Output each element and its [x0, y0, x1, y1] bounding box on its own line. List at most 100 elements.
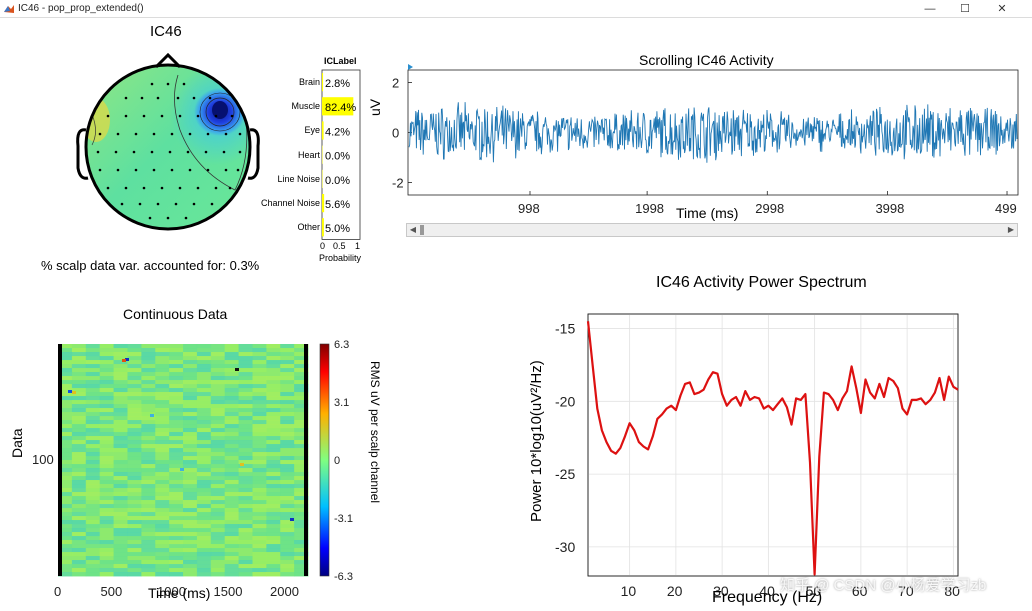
electrode-dot — [132, 150, 136, 154]
electrode-dot — [124, 186, 128, 190]
electrode-dot — [206, 168, 210, 172]
activity-xtick: 3998 — [875, 201, 904, 216]
activity-marker-icon — [408, 64, 413, 70]
electrode-dot — [222, 150, 226, 154]
continuous-heatmap: 0 500 1000 1500 2000 100 6.3 3.1 0 -3.1 -6.3 — [32, 339, 353, 598]
spectrum-xtick: 20 — [667, 583, 683, 599]
electrode-dot — [148, 216, 152, 220]
scroll-right-arrow-icon[interactable]: ▶ — [1007, 225, 1015, 234]
continuous-title: Continuous Data — [123, 306, 228, 322]
electrode-dot — [160, 114, 164, 118]
iclabel-percent: 5.0% — [325, 223, 350, 235]
close-button[interactable]: ✕ — [997, 3, 1007, 15]
electrode-dot — [188, 168, 192, 172]
iclabel-class-line-noise: Line Noise — [277, 173, 320, 184]
iclabel-xtick-1: 0.5 — [333, 241, 346, 251]
electrode-dot — [170, 132, 174, 136]
electrode-dot — [192, 202, 196, 206]
heatmap-spot — [122, 359, 126, 362]
iclabel-xtick-2: 1 — [355, 241, 361, 251]
minimize-button[interactable]: — — [924, 3, 936, 15]
iclabel-probability-chart: 2.8% 82.4% 4.2% 0.0% 0.0% 5.6% 5.0% — [321, 69, 361, 240]
spectrum-ytick: -25 — [555, 466, 575, 482]
electrode-dot — [134, 168, 138, 172]
spectrum-ytick: -20 — [555, 393, 575, 409]
colorbar-tick: 3.1 — [334, 397, 349, 409]
spectrum-xtick: 10 — [621, 583, 637, 599]
colorbar-tick: 0 — [334, 455, 340, 467]
activity-chart: 2 0 -2 998 1998 2998 3998 499 — [392, 64, 1019, 216]
topomap-field — [86, 65, 250, 229]
left-ear — [76, 128, 89, 180]
iclabel-bar — [322, 97, 354, 116]
heatmap-spot — [68, 390, 72, 393]
iclabel-percent: 0.0% — [325, 175, 350, 187]
electrode-dot — [116, 132, 120, 136]
electrode-dot — [152, 132, 156, 136]
heatmap-spot — [290, 518, 294, 521]
iclabel-xlabel: Probability — [319, 253, 362, 263]
electrode-dot — [140, 96, 144, 100]
continuous-xtick: 1500 — [214, 584, 243, 598]
electrode-dot — [178, 114, 182, 118]
electrode-dot — [208, 96, 212, 100]
continuous-xtick: 2000 — [270, 584, 299, 598]
electrode-dot — [214, 186, 218, 190]
iclabel-percent: 2.8% — [325, 78, 350, 90]
continuous-xlabel: Time (ms) — [148, 585, 211, 601]
matlab-icon — [4, 5, 14, 13]
electrode-dot — [98, 168, 102, 172]
heatmap-right-border — [304, 344, 308, 576]
maximize-button[interactable]: ☐ — [960, 3, 970, 15]
colorbar — [319, 343, 330, 577]
electrode-dot — [116, 168, 120, 172]
electrode-dot — [206, 132, 210, 136]
topomap-title: IC46 — [150, 23, 182, 40]
iclabel-class-other: Other — [297, 222, 320, 233]
iclabel-class-channel-noise: Channel Noise — [260, 198, 320, 208]
heatmap-spot — [72, 391, 76, 394]
iclabel-bar — [322, 121, 324, 140]
iclabel-class-eye: Eye — [304, 125, 320, 136]
activity-title: Scrolling IC46 Activity — [639, 52, 774, 68]
electrode-dot — [134, 132, 138, 136]
scrollbar-thumb[interactable] — [420, 225, 424, 235]
spectrum-chart: 10 20 30 40 50 60 70 80 -15 -20 -25 -30 — [555, 313, 960, 599]
spectrum-xtick: 40 — [759, 583, 775, 599]
electrode-dot — [114, 150, 118, 154]
electrode-dot — [210, 202, 214, 206]
electrode-dot — [176, 96, 180, 100]
electrode-dot — [156, 202, 160, 206]
figure-window: IC46 — [0, 18, 1032, 611]
colorbar-tick: -3.1 — [334, 513, 353, 525]
electrode-dot — [174, 202, 178, 206]
heatmap-spot — [235, 368, 239, 371]
activity-ytick: -2 — [392, 176, 404, 191]
electrode-dot — [96, 150, 100, 154]
scroll-left-arrow-icon[interactable]: ◀ — [409, 225, 417, 234]
activity-scrollbar[interactable]: ◀ ▶ — [406, 223, 1018, 237]
right-ear — [247, 128, 260, 180]
variance-text: % scalp data var. accounted for: 0.3% — [41, 258, 260, 273]
spectrum-xtick: 80 — [944, 583, 960, 599]
heatmap-spot — [240, 463, 244, 466]
electrode-dot — [224, 132, 228, 136]
iclabel-class-brain: Brain — [298, 77, 320, 87]
electrode-dot — [188, 132, 192, 136]
electrode-dot — [150, 150, 154, 154]
spectrum-xlabel: Frequency (Hz) — [712, 589, 823, 606]
colorbar-label: RMS uV per scalp channel — [368, 361, 382, 504]
spectrum-ytick: -30 — [555, 539, 575, 555]
colorbar-tick: -6.3 — [334, 571, 353, 583]
electrode-dot — [170, 168, 174, 172]
electrode-dot — [168, 150, 172, 154]
electrode-dot — [204, 150, 208, 154]
heatmap-left-border — [58, 344, 62, 576]
activity-xtick: 2998 — [755, 201, 784, 216]
colorbar-tick: 6.3 — [334, 339, 349, 351]
watermark: 知乎 @ CSDN @小杨爱学习zb — [780, 577, 987, 594]
electrode-dot — [238, 150, 242, 154]
electrode-dot — [106, 114, 110, 118]
electrode-dot — [192, 96, 196, 100]
electrode-dot — [186, 150, 190, 154]
